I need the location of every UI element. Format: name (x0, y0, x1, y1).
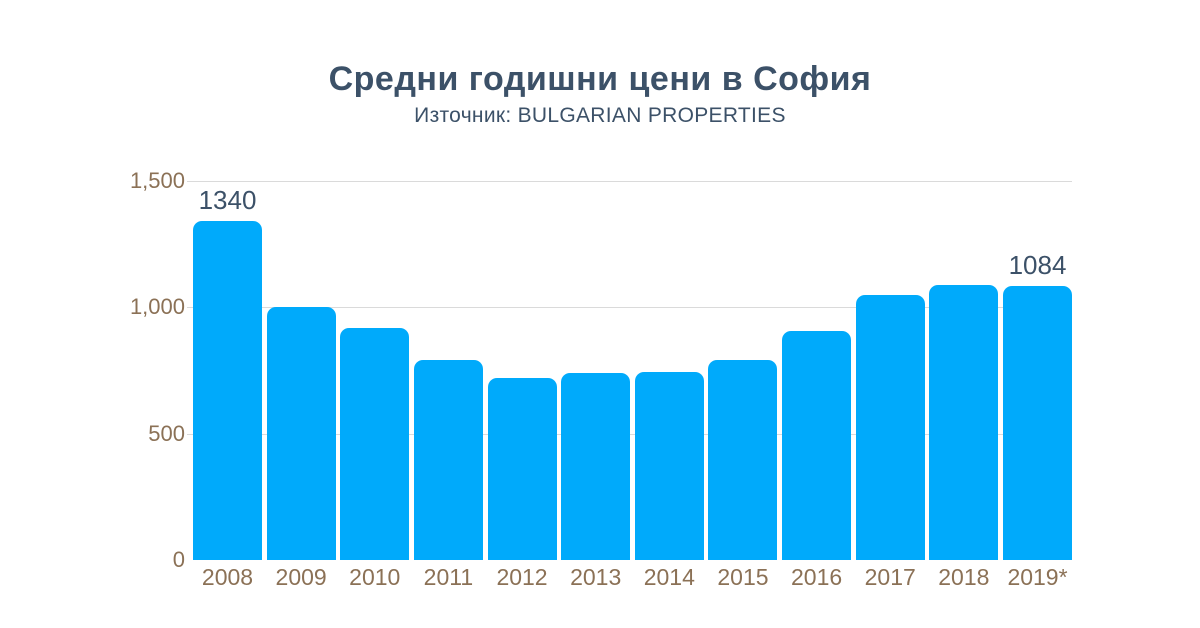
x-tick-label-2016: 2016 (790, 564, 843, 590)
x-tick-label-2015: 2015 (717, 564, 769, 590)
x-tick-label-2009: 2009 (275, 564, 327, 590)
chart-title: Средни годишни цени в София (328, 60, 872, 98)
bar-2017 (855, 294, 925, 560)
y-tick-label-1500: 1,500 (129, 168, 185, 193)
x-tick-label-2013: 2013 (570, 564, 622, 590)
y-tick-label-1000: 1,000 (129, 294, 185, 320)
bar-2015 (708, 360, 778, 560)
bar-2014 (634, 371, 704, 560)
bar-2013 (561, 373, 631, 560)
bar-2019* (1003, 286, 1072, 560)
bar-2009 (266, 307, 336, 560)
x-tick-label-2008: 2008 (201, 564, 254, 590)
bar-2012 (487, 378, 557, 560)
x-tick-label-2011: 2011 (423, 564, 474, 590)
value-label-2008: 1340 (198, 185, 257, 216)
x-tick-label-2019*: 2019* (1007, 564, 1068, 590)
x-tick-label-2017: 2017 (864, 564, 916, 590)
x-tick-label-2018: 2018 (938, 564, 990, 590)
y-tick-label-0: 0 (172, 547, 185, 572)
bar-2010 (340, 327, 410, 560)
bar-2016 (782, 331, 852, 560)
x-tick-label-2010: 2010 (349, 564, 401, 590)
bar-2008 (193, 221, 262, 560)
y-tick-label-500: 500 (148, 420, 185, 446)
x-tick-label-2012: 2012 (496, 564, 548, 590)
value-label-2019*: 1084 (1008, 250, 1067, 281)
bar-2018 (929, 284, 999, 560)
chart-subtitle: Източник: BULGARIAN PROPERTIES (414, 104, 786, 127)
bar-2011 (413, 360, 483, 560)
plot-area: 0 500 1,000 1,500 2008 1340 2009 2010 2011 2012 20… (130, 169, 1072, 590)
gridline-1000 (187, 307, 1072, 309)
x-tick-label-2014: 2014 (643, 564, 695, 590)
gridline-1500 (187, 181, 1072, 182)
